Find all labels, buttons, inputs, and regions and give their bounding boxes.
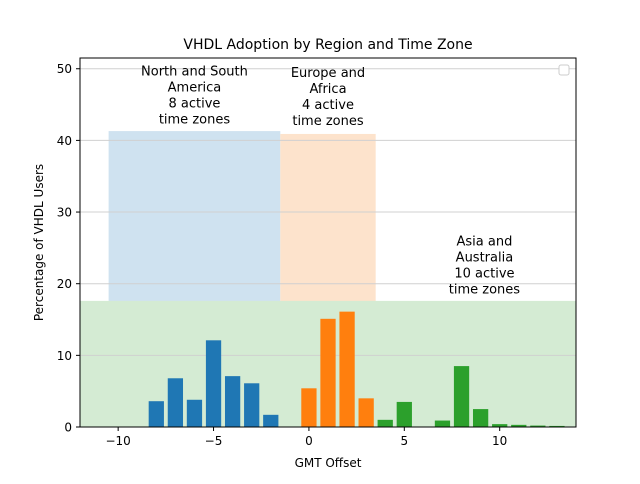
bar-s2-6 — [511, 424, 527, 427]
x-axis-label: GMT Offset — [295, 456, 362, 470]
bar-s1-3 — [358, 398, 374, 427]
x-tick-label-0: −10 — [105, 434, 130, 448]
bar-s0-6 — [263, 414, 279, 427]
bar-s2-0 — [377, 419, 393, 427]
legend-box — [558, 64, 570, 76]
bar-s1-1 — [320, 318, 336, 427]
region-annotation-0-line-2: 8 active — [169, 97, 221, 112]
y-tick-label-5: 50 — [57, 62, 72, 76]
region-annotation-1: Europe and Africa 4 active time zones — [291, 66, 365, 129]
bar-s2-5 — [492, 424, 508, 427]
region-annotation-2-line-0: Asia and — [457, 235, 513, 250]
bar-s0-4 — [224, 376, 241, 427]
region-annotation-2-line-2: 10 active — [454, 267, 514, 282]
x-axis-ticks: −10 −5 0 5 10 — [105, 427, 507, 448]
bar-s2-3 — [453, 366, 470, 427]
x-tick-label-1: −5 — [205, 434, 223, 448]
region-annotation-0-line-0: North and South — [141, 65, 248, 80]
bar-s2-1 — [396, 401, 412, 427]
y-tick-label-3: 30 — [57, 206, 72, 220]
bars — [148, 311, 565, 427]
bar-s1-2 — [339, 311, 355, 427]
bar-s0-0 — [148, 401, 164, 427]
region-annotation-0-line-1: America — [168, 81, 222, 96]
bar-s0-2 — [186, 399, 203, 427]
x-tick-label-4: 10 — [492, 434, 507, 448]
x-tick-label-2: 0 — [305, 434, 313, 448]
region-annotation-1-line-1: Africa — [309, 82, 346, 97]
bar-s0-1 — [167, 378, 184, 427]
region-annotation-0-line-3: time zones — [159, 113, 231, 128]
region-annotation-0: North and South America 8 active time zones — [141, 65, 248, 128]
region-annotation-2: Asia and Australia 10 active time zones — [449, 235, 521, 298]
region-annotation-2-line-1: Australia — [456, 251, 514, 266]
y-tick-label-2: 20 — [57, 277, 72, 291]
y-tick-label-0: 0 — [64, 421, 72, 435]
y-tick-label-1: 10 — [57, 349, 72, 363]
bar-s0-5 — [244, 383, 260, 427]
bar-s2-8 — [549, 425, 565, 427]
bar-s0-3 — [205, 340, 222, 427]
region-annotations: North and South America 8 active time zones… — [141, 65, 520, 298]
region-annotation-1-line-2: 4 active — [302, 98, 354, 113]
chart-title: VHDL Adoption by Region and Time Zone — [183, 37, 472, 53]
region-annotation-1-line-0: Europe and — [291, 66, 365, 81]
region-annotation-1-line-3: time zones — [292, 114, 364, 129]
y-tick-label-4: 40 — [57, 134, 72, 148]
bar-s1-0 — [301, 388, 317, 427]
bar-s2-4 — [472, 409, 489, 427]
axes-frame — [79, 57, 577, 428]
y-axis-label: Percentage of VHDL Users — [32, 164, 46, 321]
y-axis-ticks: 0 10 20 30 40 50 — [57, 62, 80, 435]
bar-s2-2 — [434, 420, 451, 427]
x-tick-label-3: 5 — [400, 434, 408, 448]
bar-s2-7 — [530, 425, 546, 427]
region-annotation-2-line-3: time zones — [449, 283, 521, 298]
